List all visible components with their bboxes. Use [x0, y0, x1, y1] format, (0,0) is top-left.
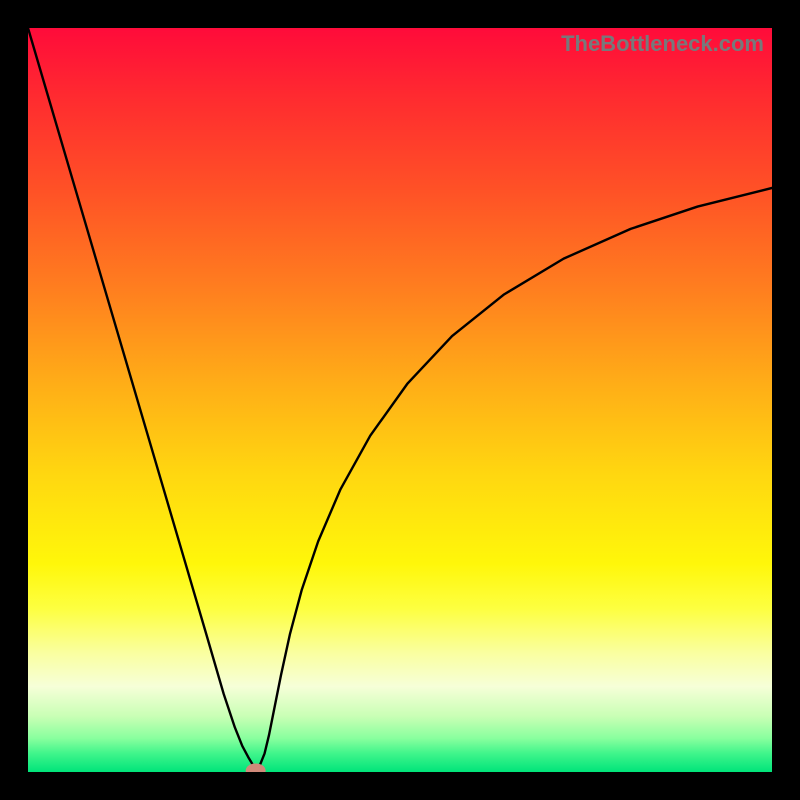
bottleneck-curve — [28, 28, 772, 768]
optimum-marker — [246, 764, 266, 772]
chart-frame: TheBottleneck.com — [0, 0, 800, 800]
plot-area — [28, 28, 772, 772]
curve-svg — [28, 28, 772, 772]
watermark-text: TheBottleneck.com — [561, 31, 764, 57]
